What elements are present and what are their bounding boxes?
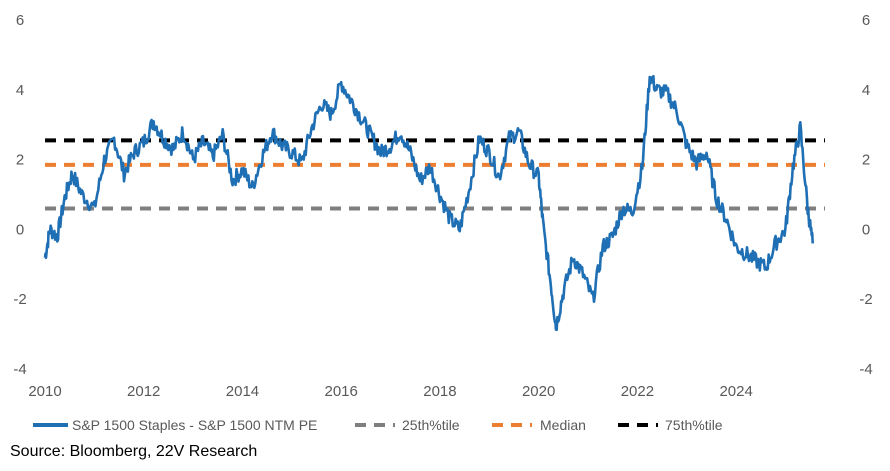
y-tick-right-0: -4 bbox=[859, 361, 872, 378]
legend: S&P 1500 Staples - S&P 1500 NTM PE 25th%t… bbox=[33, 417, 723, 433]
y-tick-left-1: -2 bbox=[13, 291, 26, 308]
x-tick-0: 2010 bbox=[28, 383, 61, 400]
y-axis-right: -4 -2 0 2 4 6 bbox=[859, 12, 872, 378]
x-tick-6: 2022 bbox=[621, 383, 654, 400]
y-tick-right-4: 4 bbox=[862, 82, 870, 99]
y-tick-right-2: 0 bbox=[862, 221, 870, 238]
x-axis: 2010 2012 2014 2016 2018 2020 2022 2024 bbox=[28, 383, 753, 400]
legend-label-1: 25th%tile bbox=[402, 417, 460, 433]
y-tick-left-2: 0 bbox=[16, 221, 24, 238]
y-tick-right-1: -2 bbox=[859, 291, 872, 308]
legend-label-3: 75th%tile bbox=[665, 417, 723, 433]
y-tick-left-5: 6 bbox=[16, 12, 24, 29]
x-tick-2: 2014 bbox=[226, 383, 259, 400]
source-note: Source: Bloomberg, 22V Research bbox=[10, 443, 258, 460]
legend-label-2: Median bbox=[540, 417, 586, 433]
series-layer bbox=[43, 74, 814, 332]
x-tick-7: 2024 bbox=[719, 383, 752, 400]
legend-label-0: S&P 1500 Staples - S&P 1500 NTM PE bbox=[72, 417, 317, 433]
y-tick-right-5: 6 bbox=[862, 12, 870, 29]
y-tick-left-0: -4 bbox=[13, 361, 26, 378]
y-tick-left-4: 4 bbox=[16, 82, 24, 99]
x-tick-4: 2018 bbox=[423, 383, 456, 400]
y-axis-left: -4 -2 0 2 4 6 bbox=[13, 12, 26, 378]
series-line-spread bbox=[43, 74, 814, 332]
y-tick-left-3: 2 bbox=[16, 152, 24, 169]
x-tick-5: 2020 bbox=[522, 383, 555, 400]
y-tick-right-3: 2 bbox=[862, 152, 870, 169]
x-tick-3: 2016 bbox=[325, 383, 358, 400]
x-tick-1: 2012 bbox=[127, 383, 160, 400]
reference-lines bbox=[45, 138, 825, 211]
